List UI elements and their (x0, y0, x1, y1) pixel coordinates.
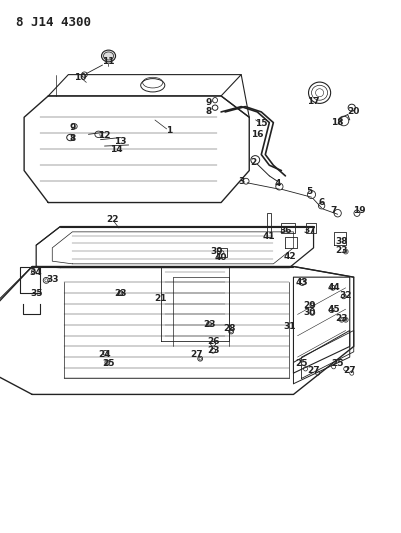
Text: 45: 45 (326, 305, 339, 313)
Text: 41: 41 (262, 232, 275, 240)
Text: 25: 25 (102, 359, 115, 368)
Text: 7: 7 (330, 206, 336, 215)
Text: 28: 28 (222, 325, 235, 333)
Text: 8: 8 (205, 108, 212, 116)
Text: 26: 26 (206, 337, 219, 345)
Bar (305, 223, 315, 233)
Text: 14: 14 (110, 145, 123, 154)
Text: 8 J14 4300: 8 J14 4300 (16, 16, 91, 29)
Text: 22: 22 (106, 215, 119, 224)
Text: 33: 33 (46, 276, 59, 284)
Text: 4: 4 (273, 180, 280, 188)
Text: 37: 37 (302, 227, 315, 235)
Text: 23: 23 (334, 246, 347, 255)
Text: 5: 5 (306, 188, 312, 196)
Text: 44: 44 (326, 284, 339, 292)
Text: 29: 29 (302, 301, 315, 310)
Text: 19: 19 (352, 206, 365, 215)
Bar (217, 248, 227, 257)
Text: 20: 20 (347, 108, 359, 116)
Text: 27: 27 (190, 350, 203, 359)
Text: 34: 34 (30, 269, 43, 277)
Text: 23: 23 (114, 289, 127, 297)
Text: 43: 43 (294, 278, 307, 287)
Text: 42: 42 (282, 253, 295, 261)
Text: 15: 15 (254, 119, 267, 128)
Text: 25: 25 (330, 359, 343, 368)
Text: 13: 13 (114, 137, 127, 146)
Text: 9: 9 (205, 98, 212, 107)
Text: 27: 27 (342, 366, 355, 375)
Text: 17: 17 (306, 97, 319, 106)
Text: 11: 11 (102, 57, 115, 66)
Text: 12: 12 (98, 132, 111, 140)
Text: 23: 23 (202, 320, 215, 328)
Text: 32: 32 (338, 292, 351, 300)
Bar (266, 213, 270, 237)
Text: 21: 21 (154, 294, 167, 303)
Text: 10: 10 (74, 73, 86, 82)
Text: 3: 3 (237, 177, 244, 185)
Text: 24: 24 (98, 350, 111, 359)
Text: 31: 31 (282, 322, 295, 330)
Text: 6: 6 (318, 198, 324, 207)
Text: 8: 8 (69, 134, 75, 143)
Bar (281, 223, 295, 233)
Text: 18: 18 (330, 118, 343, 127)
Text: 39: 39 (210, 247, 223, 256)
Text: 16: 16 (250, 130, 263, 139)
Text: 38: 38 (334, 237, 347, 246)
Text: 35: 35 (30, 289, 43, 297)
Text: 9: 9 (69, 124, 75, 132)
Text: 23: 23 (206, 346, 219, 355)
Text: 23: 23 (334, 314, 347, 323)
Text: 30: 30 (303, 309, 315, 317)
Text: 2: 2 (249, 158, 256, 167)
Text: 27: 27 (306, 366, 319, 375)
Text: 40: 40 (214, 254, 227, 262)
Text: 25: 25 (294, 359, 307, 368)
Text: 1: 1 (165, 126, 172, 135)
Ellipse shape (101, 50, 115, 62)
Text: 36: 36 (278, 227, 291, 235)
